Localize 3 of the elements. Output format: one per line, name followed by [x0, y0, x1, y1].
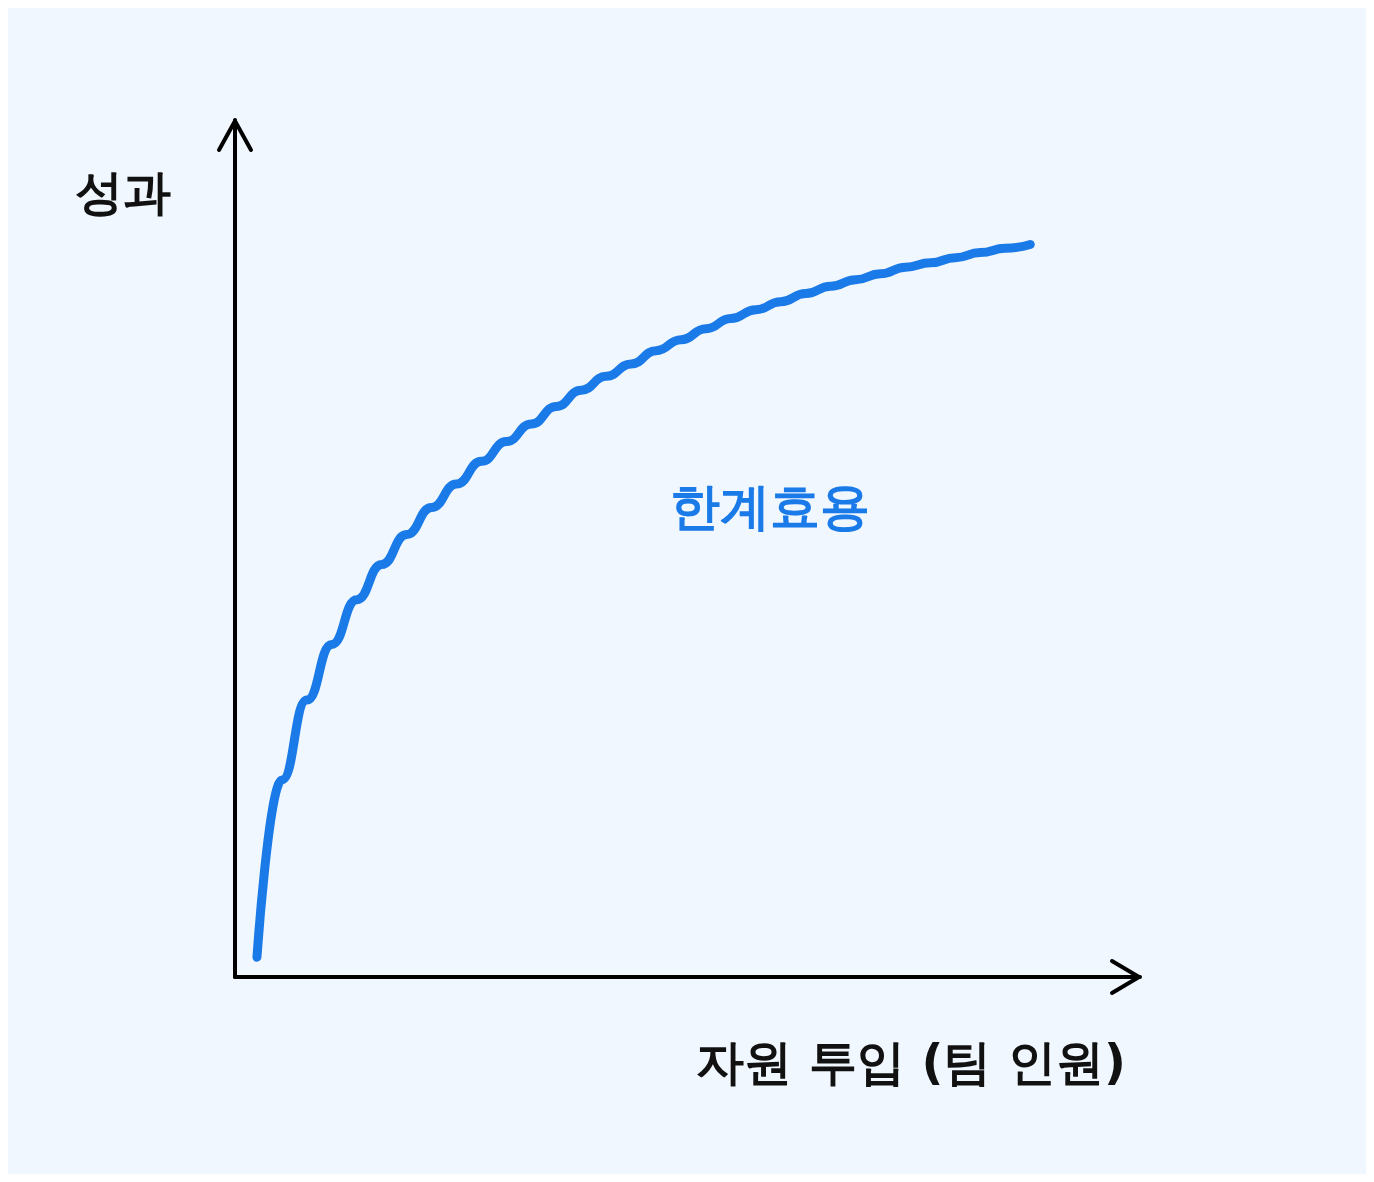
x-axis-title: 자원 투입 (팀 인원) [695, 1034, 1127, 1090]
text: 한계효용 [670, 478, 870, 536]
y-axis-title: 성과 [75, 164, 171, 220]
